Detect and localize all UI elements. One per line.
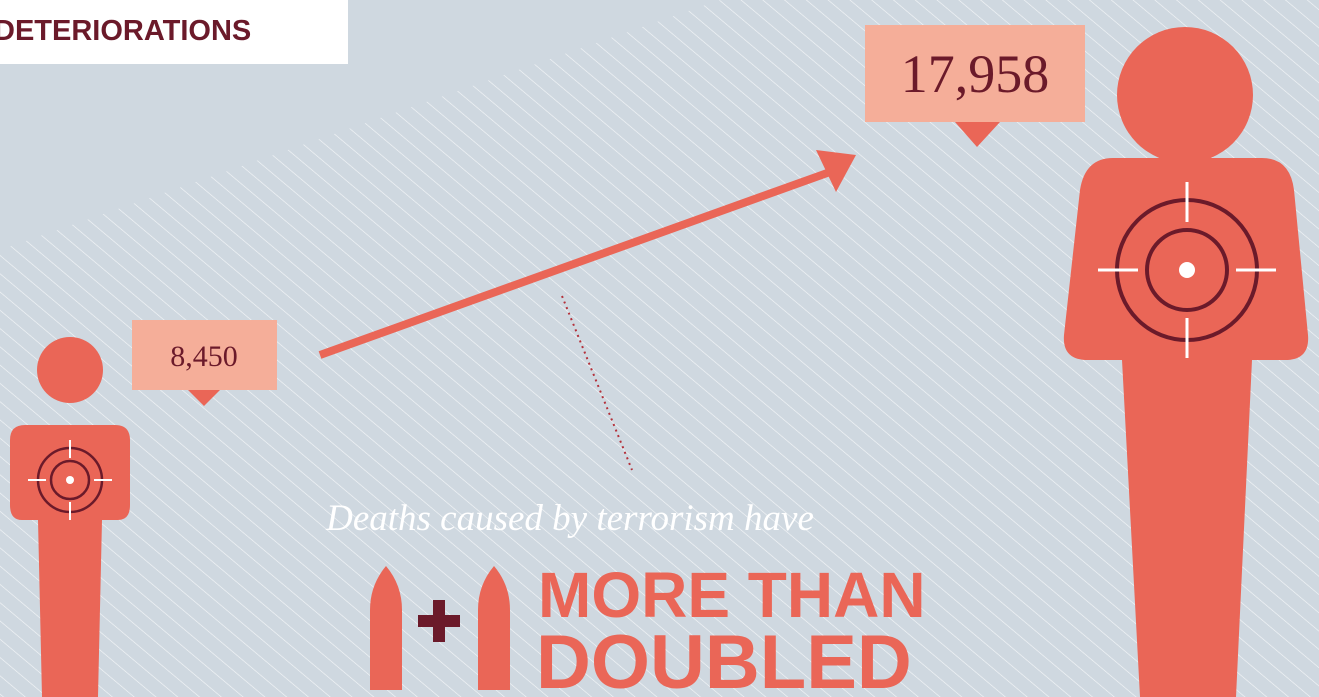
headline-line-1: MORE THAN bbox=[538, 559, 926, 631]
small-target bbox=[28, 440, 112, 520]
after-pointer bbox=[955, 122, 1000, 147]
caption-intro: Deaths caused by terrorism have bbox=[325, 498, 814, 539]
headline-line-2: DOUBLED bbox=[536, 620, 912, 697]
arrow-line bbox=[318, 168, 832, 359]
after-label: 17,958 bbox=[901, 44, 1050, 104]
after-box bbox=[865, 25, 1085, 122]
arrow-head bbox=[816, 150, 856, 192]
title: DETERIORATIONS bbox=[0, 15, 251, 47]
before-pointer bbox=[188, 390, 220, 406]
big-target bbox=[1098, 182, 1276, 358]
bullets bbox=[370, 566, 510, 690]
plus-sign bbox=[418, 600, 460, 642]
title-box bbox=[0, 0, 348, 64]
leader-line bbox=[561, 295, 633, 471]
big-figure bbox=[1063, 27, 1309, 697]
before-label: 8,450 bbox=[170, 340, 238, 373]
before-box bbox=[132, 320, 277, 390]
